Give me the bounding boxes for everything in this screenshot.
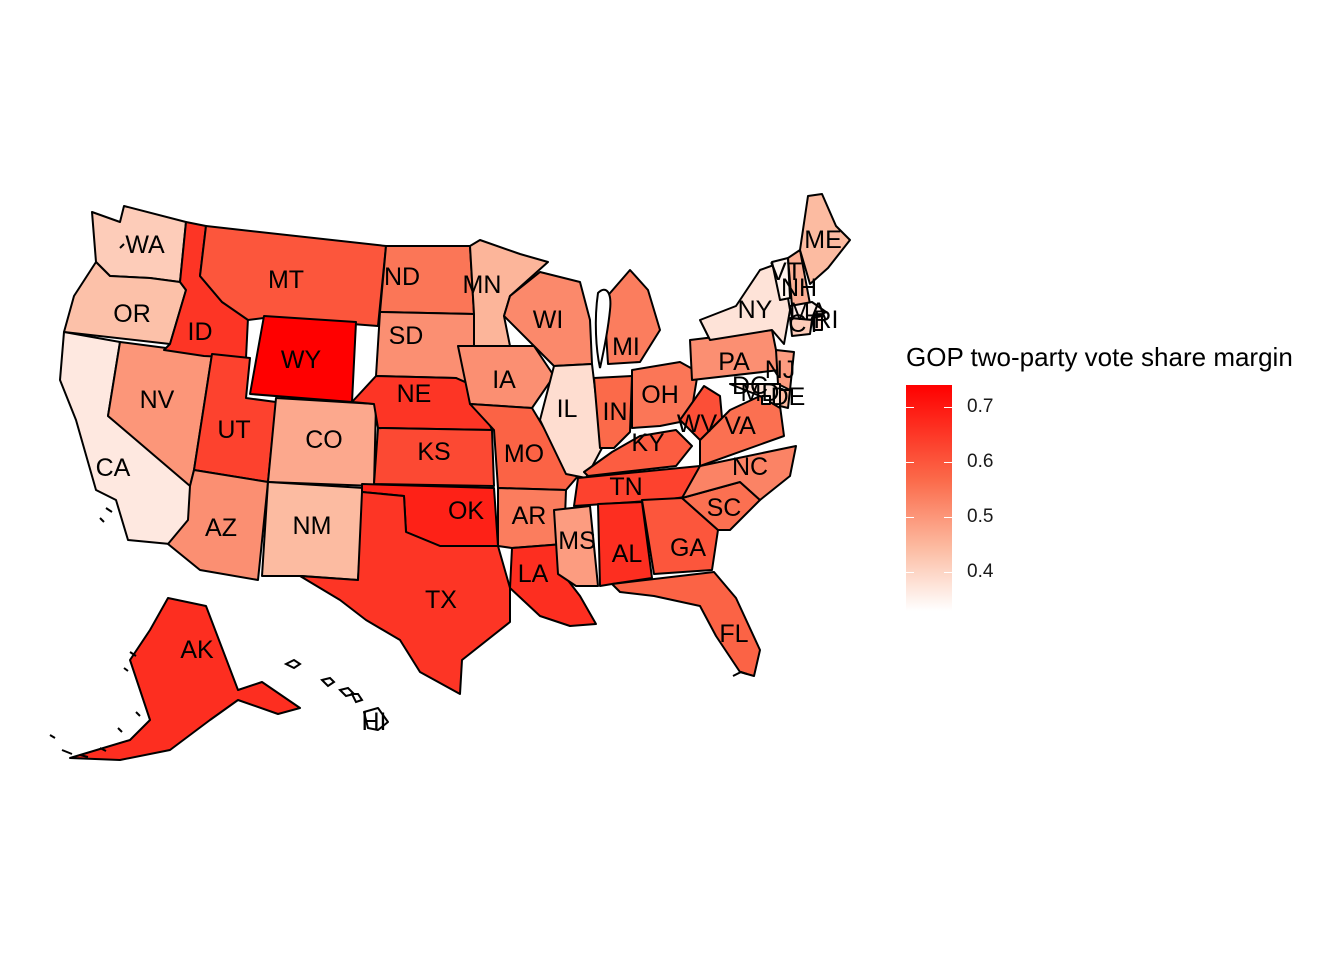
state-ct [789, 317, 813, 337]
state-label-ky: KY [631, 429, 665, 457]
state-label-va: VA [724, 412, 756, 440]
state-mi [603, 269, 661, 365]
state-label-ne: NE [397, 380, 432, 408]
state-label-al: AL [612, 540, 643, 568]
state-ia [457, 345, 555, 409]
state-dc [761, 395, 771, 405]
state-ak [69, 597, 301, 761]
state-label-wv: WV [677, 410, 718, 438]
state-label-ok: OK [448, 497, 484, 525]
state-label-sc: SC [707, 494, 742, 522]
state-hi [363, 707, 389, 731]
state-label-ny: NY [738, 296, 773, 324]
state-label-ma: MA [789, 298, 827, 326]
state-label-la: LA [518, 560, 549, 588]
state-label-nm: NM [293, 512, 332, 540]
legend-tick-label: 0.5 [967, 506, 994, 528]
state-label-nd: ND [384, 263, 420, 291]
state-ks [373, 427, 495, 487]
state-label-mt: MT [268, 266, 304, 294]
state-label-ga: GA [670, 534, 706, 562]
state-label-in: IN [603, 398, 628, 426]
state-label-wy: WY [281, 346, 322, 374]
state-ga [641, 497, 719, 575]
state-label-wi: WI [533, 306, 564, 334]
state-label-pa: PA [718, 348, 750, 376]
legend-tick-label: 0.6 [967, 451, 994, 473]
state-ri [811, 315, 823, 331]
state-vt [771, 257, 791, 301]
state-mo [469, 403, 579, 491]
state-wv [679, 385, 723, 441]
states-layer [59, 193, 851, 761]
state-nc [681, 445, 797, 501]
state-label-nj: NJ [765, 356, 796, 384]
legend-tick-mark [944, 407, 952, 408]
state-label-id: ID [188, 318, 213, 346]
state-in [593, 375, 633, 449]
state-label-dc: DC [732, 372, 768, 400]
state-label-vt: VT [770, 258, 802, 286]
state-label-md: MD [741, 379, 780, 407]
state-label-fl: FL [719, 620, 748, 648]
legend-tick-label: 0.4 [967, 561, 994, 583]
state-label-az: AZ [205, 514, 237, 542]
state-label-tn: TN [609, 473, 642, 501]
state-label-ri: RI [814, 306, 839, 334]
state-label-ms: MS [558, 527, 596, 555]
state-ms [553, 505, 599, 587]
legend-tick-mark [906, 517, 914, 518]
legend-color-bar [906, 385, 952, 611]
state-label-nh: NH [781, 274, 817, 302]
state-label-oh: OH [641, 381, 679, 409]
state-label-sd: SD [389, 322, 424, 350]
state-label-nc: NC [732, 453, 768, 481]
state-label-nv: NV [140, 386, 175, 414]
legend-tick-mark [944, 517, 952, 518]
state-label-mn: MN [463, 271, 502, 299]
legend-title: GOP two-party vote share margin [906, 342, 1293, 372]
state-ky [583, 429, 693, 477]
state-label-mo: MO [504, 440, 544, 468]
state-label-co: CO [305, 426, 343, 454]
legend-tick-label: 0.7 [967, 396, 994, 418]
state-md [729, 383, 781, 409]
state-label-me: ME [804, 226, 842, 254]
state-label-mi: MI [612, 333, 640, 361]
state-label-ar: AR [512, 502, 547, 530]
state-label-ks: KS [417, 438, 450, 466]
legend-tick-mark [906, 407, 914, 408]
state-label-ca: CA [96, 454, 131, 482]
state-tx [299, 491, 511, 695]
islands-and-lakes [49, 243, 748, 758]
legend-tick-mark [906, 572, 914, 573]
state-label-tx: TX [425, 586, 457, 614]
state-label-il: IL [557, 395, 578, 423]
state-label-or: OR [113, 300, 151, 328]
state-label-ut: UT [217, 416, 250, 444]
legend-tick-mark [944, 572, 952, 573]
state-label-ak: AK [180, 636, 214, 664]
state-label-ia: IA [492, 366, 516, 394]
state-label-hi: HI [362, 708, 387, 736]
legend-tick-mark [944, 462, 952, 463]
state-label-ct: CT [788, 310, 821, 338]
state-label-de: DE [771, 383, 806, 411]
state-me [799, 193, 851, 285]
labels-layer: WA OR CA NV ID MT WY UT AZ CO NM ND SD NE KS OK TX MN IA MO… [96, 226, 842, 736]
state-label-wa: WA [125, 231, 165, 259]
legend-tick-mark [906, 462, 914, 463]
